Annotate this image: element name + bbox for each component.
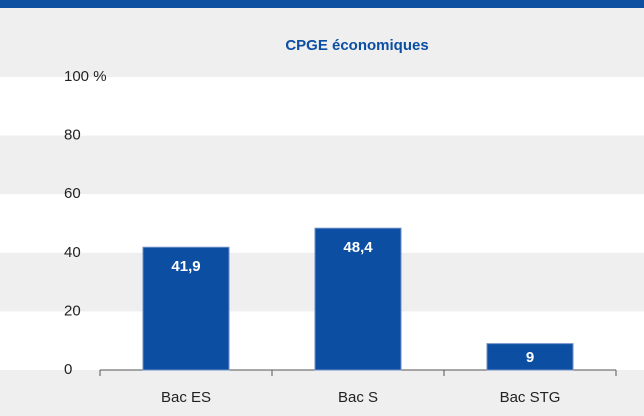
- y-tick-label: 80: [64, 127, 81, 144]
- y-tick-label: 20: [64, 302, 81, 319]
- x-tick-label: Bac ES: [161, 389, 211, 406]
- top-stripe: [0, 0, 644, 8]
- bar: [142, 246, 230, 371]
- bar: [486, 343, 574, 371]
- chart-title: CPGE économiques: [285, 37, 428, 54]
- bar: [314, 227, 402, 371]
- value-label: 48,4: [343, 239, 373, 256]
- grid-band: [0, 77, 644, 136]
- value-label: 9: [526, 349, 534, 366]
- x-tick-label: Bac STG: [500, 389, 561, 406]
- y-tick-label: 0: [64, 361, 72, 378]
- value-label: 41,9: [171, 258, 200, 275]
- x-tick-label: Bac S: [338, 389, 378, 406]
- y-tick-label: 60: [64, 185, 81, 202]
- y-tick-label: 40: [64, 244, 81, 261]
- y-tick-label: 100 %: [64, 68, 107, 85]
